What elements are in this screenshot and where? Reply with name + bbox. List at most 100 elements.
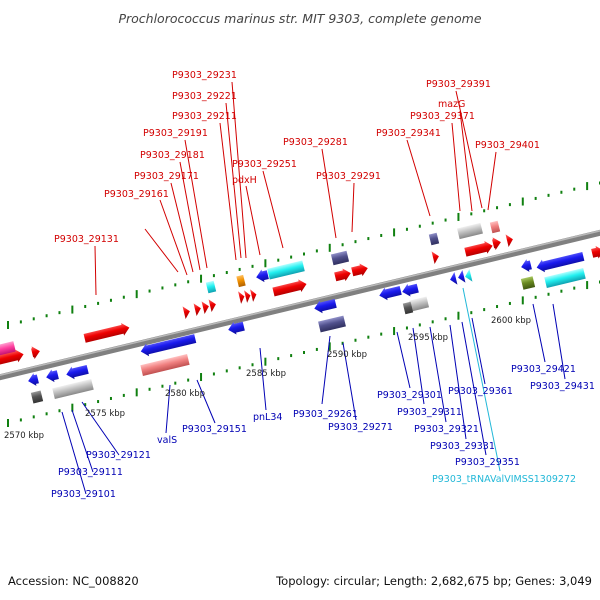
gene-feature-cyan-box[interactable] <box>267 260 305 280</box>
gene-feature-left-edge-2[interactable] <box>0 348 25 368</box>
gene-label-p9303-29161[interactable]: P9303_29161 <box>104 189 169 200</box>
gene-feature-p9303-29361[interactable] <box>449 271 458 286</box>
gene-feature-p9303-29121[interactable] <box>52 378 94 400</box>
gene-label-p9303-29281[interactable]: P9303_29281 <box>283 137 348 148</box>
gene-feature-small-cyan[interactable] <box>205 280 217 294</box>
gene-feature-p9303-29131[interactable] <box>83 321 131 344</box>
gene-feature-p9303-29191[interactable] <box>208 298 218 313</box>
gene-feature-p9303-29401[interactable] <box>492 236 503 251</box>
gene-feature-small-blue[interactable] <box>65 363 89 381</box>
gene-feature-purple-box[interactable] <box>318 315 346 333</box>
gene-label-p9303-29251[interactable]: P9303_29251 <box>232 159 297 170</box>
gene-label-p9303-29321[interactable]: P9303_29321 <box>414 424 479 435</box>
upper-tick <box>483 209 486 213</box>
gene-feature-p9303-29421[interactable] <box>520 259 533 274</box>
gene-feature-p9303-29261[interactable] <box>313 297 337 315</box>
gene-feature-red-arrow[interactable] <box>351 262 370 278</box>
gene-label-pdxh[interactable]: pdxH <box>232 175 257 186</box>
gene-label-p9303-29131[interactable]: P9303_29131 <box>54 234 119 245</box>
gene-feature-pink-box[interactable] <box>140 354 190 376</box>
gene-label-p9303-29231[interactable]: P9303_29231 <box>172 70 237 81</box>
gene-feature-p9303-29251[interactable] <box>255 268 270 283</box>
gene-feature-p9303-29231[interactable] <box>250 288 258 302</box>
gene-label-p9303-29151[interactable]: P9303_29151 <box>182 424 247 435</box>
upper-tick <box>187 280 190 284</box>
gene-feature-p9303-29171[interactable] <box>193 302 203 317</box>
gene-label-p9303-29261[interactable]: P9303_29261 <box>293 409 358 420</box>
gene-label-p9303-29341[interactable]: P9303_29341 <box>376 128 441 139</box>
gene-feature-small-arrow[interactable] <box>31 345 42 360</box>
gene-label-p9303-29101[interactable]: P9303_29101 <box>51 489 116 500</box>
lower-tick <box>58 409 61 413</box>
upper-tick <box>148 289 151 293</box>
upper-tick <box>431 221 434 225</box>
lower-tick <box>45 412 48 416</box>
gene-feature-olive-box[interactable] <box>520 276 536 290</box>
gene-label-p9303-29361[interactable]: P9303_29361 <box>448 386 513 397</box>
gene-feature-dark-box-2[interactable] <box>402 301 414 315</box>
gene-feature-p9303-29341[interactable] <box>428 232 440 246</box>
gene-feature-p9303-29281[interactable] <box>330 250 350 266</box>
gene-feature-p9303-29391[interactable] <box>489 220 501 234</box>
gene-label-mazg[interactable]: mazG <box>438 99 465 110</box>
gene-label-p9303-29301[interactable]: P9303_29301 <box>377 390 442 401</box>
gene-feature-p9303-29431[interactable] <box>535 250 585 274</box>
lower-tick <box>496 305 499 309</box>
lower-gene-labels: P9303_29121 P9303_29111 P9303_29101 valS… <box>51 364 595 500</box>
gene-feature-p9303-29351[interactable] <box>431 250 441 265</box>
gene-label-p9303-29351[interactable]: P9303_29351 <box>455 457 520 468</box>
gene-feature-p9303-29221[interactable] <box>244 289 252 303</box>
gene-feature-p9303-29101[interactable] <box>27 373 40 388</box>
gene-label-p9303-29291[interactable]: P9303_29291 <box>316 171 381 182</box>
gene-feature-p9303-29371[interactable] <box>457 269 466 284</box>
gene-label-pnl34[interactable]: pnL34 <box>253 412 282 423</box>
gene-label-p9303-29271[interactable]: P9303_29271 <box>328 422 393 433</box>
gene-label-p9303-29111[interactable]: P9303_29111 <box>58 467 123 478</box>
gene-feature-p9303-29151[interactable] <box>227 320 246 336</box>
gene-feature-p9303-29411[interactable] <box>505 233 515 248</box>
gene-feature-right-edge[interactable] <box>591 244 600 259</box>
upper-tick <box>547 193 550 197</box>
gene-label-p9303-29191[interactable]: P9303_29191 <box>143 128 208 139</box>
lower-tick <box>534 295 537 299</box>
gene-label-p9303-29171[interactable]: P9303_29171 <box>134 171 199 182</box>
lower-tick <box>444 317 447 321</box>
gene-feature-p9303-29181[interactable] <box>201 300 211 315</box>
gene-label-p9303-29221[interactable]: P9303_29221 <box>172 91 237 102</box>
gene-label-p9303-29121[interactable]: P9303_29121 <box>86 450 151 461</box>
gene-label-vals[interactable]: valS <box>157 435 177 446</box>
lower-tick <box>277 357 280 361</box>
gene-label-p9303-29431[interactable]: P9303_29431 <box>530 381 595 392</box>
gene-feature-p9303-29311[interactable] <box>401 282 420 298</box>
gene-feature-trnaval[interactable] <box>464 268 473 283</box>
gene-label-p9303-29331[interactable]: P9303_29331 <box>430 441 495 452</box>
gene-feature-p9303-29161[interactable] <box>182 305 192 320</box>
gene-feature-p9303-29111[interactable] <box>45 368 60 383</box>
gene-feature-p9303-29241[interactable] <box>272 278 308 299</box>
gene-feature-p9303-29381[interactable] <box>464 239 494 258</box>
lower-tick <box>135 388 138 397</box>
gene-feature-cyan-box-2[interactable] <box>544 267 586 289</box>
gene-label-p9303-29311[interactable]: P9303_29311 <box>397 407 462 418</box>
leader-line <box>159 199 188 276</box>
lower-tick <box>290 354 293 358</box>
gene-label-p9303-trnaval[interactable]: P9303_tRNAValVIMSS1309272 <box>432 474 576 485</box>
gene-feature-gray-box[interactable] <box>408 296 430 312</box>
gene-feature-p9303-29291[interactable] <box>334 267 353 283</box>
gene-feature-p9303-29211[interactable] <box>238 290 246 304</box>
gene-feature-gray-box-2[interactable] <box>457 222 483 240</box>
gene-label-p9303-29181[interactable]: P9303_29181 <box>140 150 205 161</box>
gene-label-p9303-29421[interactable]: P9303_29421 <box>511 364 576 375</box>
lower-tick <box>405 326 408 330</box>
gene-feature-left-edge[interactable] <box>0 341 16 359</box>
gene-label-p9303-29391[interactable]: P9303_29391 <box>426 79 491 90</box>
gene-feature-vals[interactable] <box>139 332 197 358</box>
upper-tick <box>586 182 589 191</box>
gene-label-p9303-29211[interactable]: P9303_29211 <box>172 111 237 122</box>
upper-tick <box>277 258 280 262</box>
gene-feature-p9303-29301[interactable] <box>378 284 402 302</box>
gene-label-p9303-29371[interactable]: P9303_29371 <box>410 111 475 122</box>
gene-label-p9303-29401[interactable]: P9303_29401 <box>475 140 540 151</box>
gene-feature-dark-box[interactable] <box>30 390 44 404</box>
gene-feature-pdxh[interactable] <box>236 274 246 288</box>
